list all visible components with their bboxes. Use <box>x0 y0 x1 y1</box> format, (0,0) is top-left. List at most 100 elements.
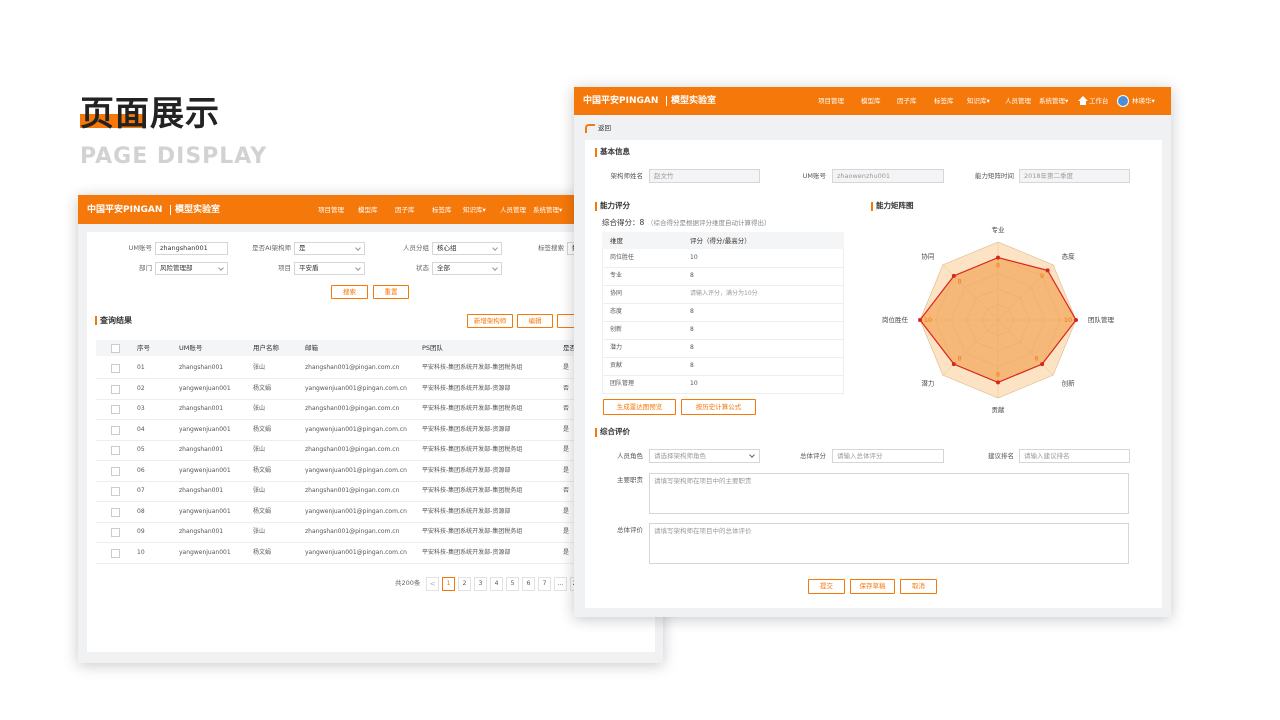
button[interactable]: 提交 <box>808 579 845 594</box>
button[interactable]: 按历史计算公式 <box>681 399 756 415</box>
page-number[interactable]: 4 <box>490 577 503 591</box>
detail-window: 中国平安PINGAN 模型实验室 项目管理 模型库 因子库 标签库 知识库▾ 人员管理 系统管理… <box>574 87 1171 617</box>
title-bar <box>80 114 146 128</box>
action-button[interactable]: 新增架构师 <box>467 314 513 328</box>
page-number[interactable]: 7 <box>538 577 551 591</box>
select[interactable]: 请选择架构师角色 <box>649 449 760 463</box>
table-cell: 张山 <box>253 364 266 371</box>
button[interactable]: 搜索 <box>331 285 368 299</box>
nav-item[interactable]: 因子库 <box>395 205 415 214</box>
checkbox[interactable] <box>111 446 120 455</box>
product-name: 模型实验室 <box>671 96 717 106</box>
section-bar <box>95 316 97 325</box>
column-header: 序号 <box>137 344 150 352</box>
table-cell: yangwenjuan001@pingan.com.cn <box>305 507 407 515</box>
button[interactable]: 重置 <box>373 285 409 299</box>
button[interactable]: 保存草稿 <box>850 579 895 594</box>
nav-item[interactable]: 标签库 <box>432 205 452 214</box>
radar-axis-label: 贡献 <box>992 405 1006 414</box>
back-link[interactable]: 返回 <box>598 124 611 132</box>
nav-item[interactable]: 系统管理▾ <box>1039 97 1069 105</box>
table-cell: 协同 <box>610 290 623 297</box>
input[interactable]: 2018年第二季度 <box>1019 169 1130 183</box>
page-number[interactable]: 5 <box>506 577 519 591</box>
nav-item[interactable]: 系统管理▾ <box>533 205 563 214</box>
table-cell: 8 <box>690 344 694 351</box>
section-title: 能力矩阵图 <box>876 201 914 210</box>
radar-point <box>1045 268 1050 273</box>
filter-input[interactable]: zhangshan001 <box>155 242 228 255</box>
row-divider <box>96 521 655 523</box>
table-cell: 创新 <box>610 326 623 333</box>
user-name[interactable]: 林瑛华▾ <box>1132 97 1155 105</box>
nav-item[interactable]: 模型库 <box>861 97 881 105</box>
textarea[interactable]: 请填写架构师在项目中的总体评价 <box>649 523 1129 564</box>
table-cell: 02 <box>137 384 145 392</box>
nav-item[interactable]: 人员管理 <box>500 205 526 214</box>
section-bar <box>595 202 597 211</box>
checkbox[interactable] <box>111 344 120 353</box>
table-cell: zhangshan001 <box>179 528 224 535</box>
filter-select[interactable]: 全部 <box>432 262 502 275</box>
table-cell: 杨文娟 <box>253 425 272 433</box>
checkbox[interactable] <box>111 405 120 414</box>
nav-item[interactable]: 项目管理 <box>318 205 344 214</box>
page-number[interactable]: 3 <box>474 577 487 591</box>
button[interactable]: 取消 <box>900 579 937 594</box>
page-prev[interactable]: < <box>426 577 439 591</box>
filter-select[interactable]: 是 <box>294 242 365 255</box>
input[interactable]: 赵文竹 <box>649 169 760 183</box>
nav-item[interactable]: 人员管理 <box>1005 97 1031 105</box>
nav-item[interactable]: 模型库 <box>358 205 378 214</box>
workbench[interactable]: 工作台 <box>1089 97 1109 105</box>
section-bar <box>871 202 873 211</box>
radar-value-label: 10 <box>924 316 932 324</box>
checkbox[interactable] <box>111 364 120 373</box>
nav-item[interactable]: 知识库▾ <box>463 205 486 214</box>
radar-point <box>1040 362 1045 367</box>
table-cell: zhangshan001@pingan.com.cn <box>305 364 400 371</box>
input[interactable]: 请输入建议排名 <box>1019 449 1130 463</box>
table-cell: 平安科技-集团系统开发部-资源部 <box>422 548 511 556</box>
page-number[interactable]: ... <box>554 577 567 591</box>
row-divider <box>602 339 844 340</box>
filter-select[interactable]: 风险管理部 <box>155 262 228 275</box>
nav-item[interactable]: 项目管理 <box>818 97 844 105</box>
filter-select[interactable]: 平安盾 <box>294 262 365 275</box>
page-number[interactable]: 2 <box>458 577 471 591</box>
table-cell: 是 <box>563 528 570 535</box>
checkbox[interactable] <box>111 384 120 394</box>
checkbox[interactable] <box>111 507 120 517</box>
checkbox[interactable] <box>111 466 120 476</box>
table-cell: 8 <box>690 326 694 333</box>
table-cell: zhangshan001@pingan.com.cn <box>305 446 400 453</box>
filter-select[interactable]: 核心组 <box>432 242 502 255</box>
checkbox[interactable] <box>111 487 120 496</box>
checkbox[interactable] <box>111 528 120 537</box>
table-cell: 平安科技-集团系统开发部-资源部 <box>422 466 511 474</box>
back-arrow[interactable] <box>585 124 595 133</box>
row-divider <box>602 393 844 394</box>
nav-item[interactable]: 知识库▾ <box>967 97 990 105</box>
field-label: UM账号 <box>802 172 826 180</box>
table-cell: 平安科技-集团系统开发部-资源部 <box>422 425 511 433</box>
logo-divider <box>170 204 171 215</box>
page-number[interactable]: 6 <box>522 577 535 591</box>
table-cell: 是 <box>563 446 570 453</box>
checkbox[interactable] <box>111 425 120 435</box>
table-cell: 01 <box>137 364 145 371</box>
nav-item[interactable]: 标签库 <box>934 97 954 105</box>
checkbox[interactable] <box>111 548 120 558</box>
radar-point <box>996 380 1000 385</box>
row-divider <box>96 460 655 461</box>
nav-item[interactable]: 因子库 <box>897 97 917 105</box>
column-header: 评分（得分/最高分） <box>690 237 751 245</box>
button[interactable]: 生成雷达图预览 <box>603 399 676 415</box>
radar-value-label: 8 <box>957 278 961 286</box>
input[interactable]: zhaowenzhu001 <box>832 169 944 183</box>
textarea[interactable]: 请填写架构师在项目中的主要职责 <box>649 473 1129 514</box>
action-button[interactable]: 编辑 <box>517 314 553 328</box>
table-cell: 平安科技-集团系统开发部-集团税务组 <box>422 446 523 453</box>
page-number[interactable]: 1 <box>442 577 455 591</box>
input[interactable]: 请输入总体评分 <box>832 449 944 463</box>
